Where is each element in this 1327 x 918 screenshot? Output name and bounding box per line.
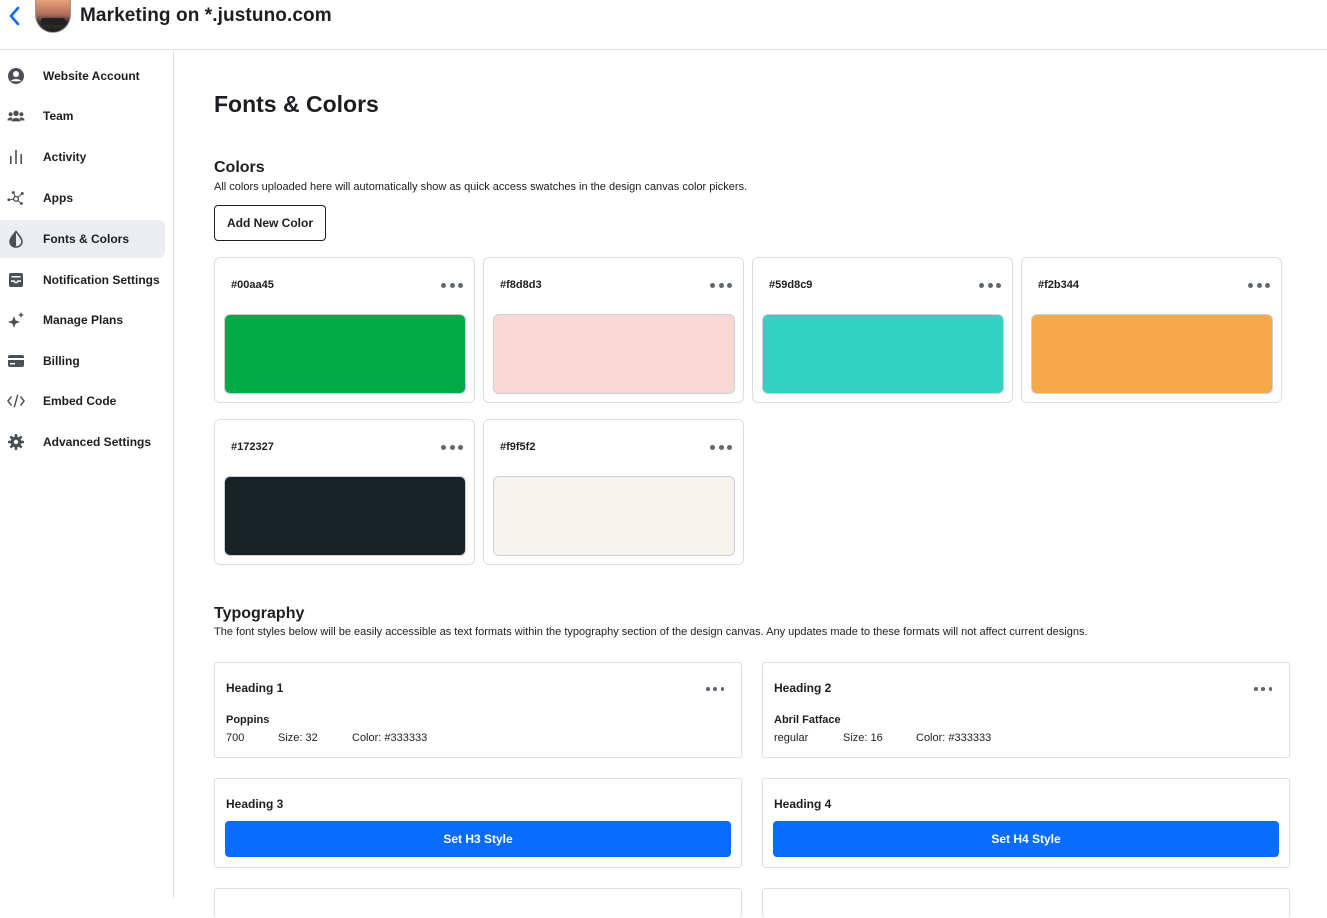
heading-5-card: [214, 888, 742, 918]
code-icon: [6, 392, 26, 410]
main-content: Fonts & Colors Colors All colors uploade…: [175, 51, 1327, 918]
color-hex-label: #59d8c9: [769, 279, 813, 291]
sidebar-item-notification-settings[interactable]: Notification Settings: [0, 261, 165, 299]
color-swatch[interactable]: [224, 476, 466, 556]
sidebar-item-label: Advanced Settings: [43, 435, 152, 449]
heading-4-card: Heading 4 Set H4 Style: [762, 778, 1290, 868]
color-card: #00aa45: [214, 257, 475, 403]
font-size-value: Size: 32: [278, 732, 318, 744]
users-icon: [6, 107, 26, 125]
color-hex-label: #f8d8d3: [500, 279, 542, 291]
sidebar-item-label: Website Account: [43, 69, 140, 83]
color-swatch[interactable]: [762, 314, 1004, 394]
colors-section-description: All colors uploaded here will automatica…: [214, 181, 748, 193]
heading-name: Heading 3: [226, 797, 284, 811]
color-hex-label: #f9f5f2: [500, 441, 536, 453]
sidebar-item-label: Billing: [43, 354, 80, 368]
sidebar: Website Account Team Activity Apps Fonts…: [0, 51, 174, 898]
font-color-value: Color: #333333: [916, 732, 992, 744]
chevron-left-icon: [9, 6, 20, 26]
sparkles-icon: [6, 311, 26, 329]
font-family-value: Abril Fatface: [774, 714, 841, 726]
sidebar-item-label: Fonts & Colors: [43, 232, 129, 246]
more-options-icon[interactable]: [441, 440, 463, 454]
color-card: #59d8c9: [752, 257, 1013, 403]
set-h4-style-button[interactable]: Set H4 Style: [773, 821, 1279, 857]
typography-section-description: The font styles below will be easily acc…: [214, 626, 1088, 638]
color-swatch[interactable]: [493, 314, 735, 394]
sidebar-item-label: Activity: [43, 150, 87, 164]
heading-6-card: [762, 888, 1290, 918]
sidebar-item-advanced-settings[interactable]: Advanced Settings: [0, 423, 165, 461]
heading-2-card: Heading 2 Abril Fatface regular Size: 16…: [762, 662, 1290, 758]
more-options-icon[interactable]: [1248, 278, 1270, 292]
user-circle-icon: [6, 67, 26, 85]
heading-name: Heading 1: [226, 681, 284, 695]
sidebar-item-fonts-colors[interactable]: Fonts & Colors: [0, 220, 165, 258]
sidebar-item-team[interactable]: Team: [0, 97, 165, 135]
heading-1-card: Heading 1 Poppins 700 Size: 32 Color: #3…: [214, 662, 742, 758]
font-size-value: Size: 16: [843, 732, 883, 744]
sidebar-item-label: Embed Code: [43, 394, 117, 408]
page-header-title: Marketing on *.justuno.com: [80, 5, 332, 26]
heading-name: Heading 4: [774, 797, 832, 811]
bar-chart-icon: [6, 148, 26, 166]
inbox-icon: [6, 271, 26, 289]
color-swatch[interactable]: [1031, 314, 1273, 394]
sidebar-item-embed-code[interactable]: Embed Code: [0, 382, 165, 420]
more-options-icon[interactable]: [441, 278, 463, 292]
back-button[interactable]: [6, 4, 24, 28]
site-avatar[interactable]: [35, 0, 71, 33]
more-options-icon[interactable]: [710, 278, 732, 292]
add-new-color-button[interactable]: Add New Color: [214, 205, 326, 241]
sidebar-item-manage-plans[interactable]: Manage Plans: [0, 301, 165, 339]
font-weight-value: regular: [774, 732, 809, 744]
font-color-value: Color: #333333: [352, 732, 428, 744]
color-swatch[interactable]: [224, 314, 466, 394]
font-weight-value: 700: [226, 732, 245, 744]
sidebar-item-label: Notification Settings: [43, 273, 160, 287]
sidebar-item-label: Apps: [43, 191, 73, 205]
color-card: #f8d8d3: [483, 257, 744, 403]
more-options-icon[interactable]: [706, 682, 724, 696]
half-drop-icon: [6, 230, 26, 248]
sidebar-item-label: Team: [43, 109, 74, 123]
color-hex-label: #f2b344: [1038, 279, 1079, 291]
page-title: Fonts & Colors: [214, 91, 379, 117]
credit-card-icon: [6, 352, 26, 370]
gear-icon: [6, 433, 26, 451]
more-options-icon[interactable]: [710, 440, 732, 454]
network-icon: [6, 189, 26, 207]
more-options-icon[interactable]: [1254, 682, 1272, 696]
colors-section-title: Colors: [214, 159, 265, 176]
heading-name: Heading 2: [774, 681, 832, 695]
sidebar-item-website-account[interactable]: Website Account: [0, 57, 165, 95]
sidebar-item-apps[interactable]: Apps: [0, 179, 165, 217]
font-family-value: Poppins: [226, 714, 270, 726]
typography-section-title: Typography: [214, 605, 305, 622]
sidebar-item-billing[interactable]: Billing: [0, 342, 165, 380]
top-bar: Marketing on *.justuno.com: [0, 0, 1327, 50]
sidebar-item-label: Manage Plans: [43, 313, 124, 327]
heading-3-card: Heading 3 Set H3 Style: [214, 778, 742, 868]
sidebar-item-activity[interactable]: Activity: [0, 138, 165, 176]
color-card: #172327: [214, 419, 475, 565]
color-hex-label: #00aa45: [231, 279, 274, 291]
more-options-icon[interactable]: [979, 278, 1001, 292]
set-h3-style-button[interactable]: Set H3 Style: [225, 821, 731, 857]
color-hex-label: #172327: [231, 441, 274, 453]
color-swatch[interactable]: [493, 476, 735, 556]
color-card: #f2b344: [1021, 257, 1282, 403]
color-card: #f9f5f2: [483, 419, 744, 565]
